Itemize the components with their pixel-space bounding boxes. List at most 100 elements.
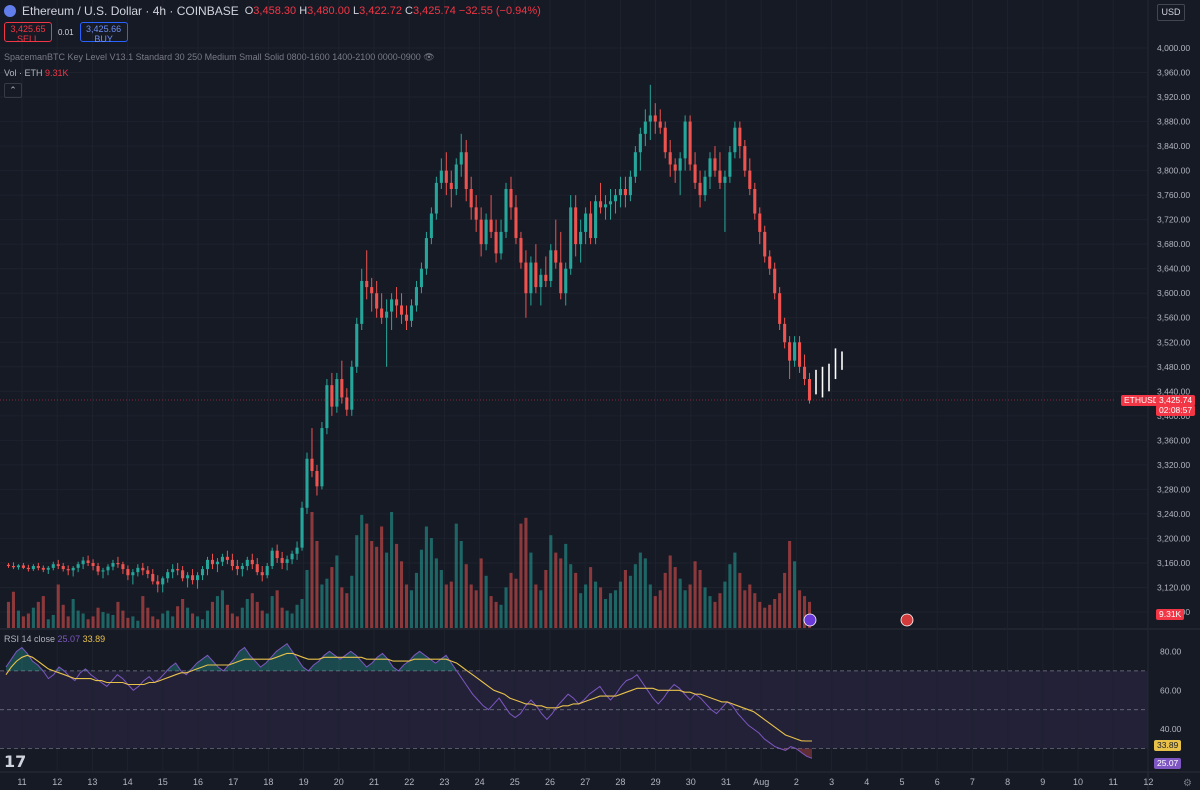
volume-bar xyxy=(315,541,319,628)
candle-body xyxy=(534,262,538,288)
rsi-legend[interactable]: RSI 14 close 25.07 33.89 xyxy=(4,634,105,644)
candle-body xyxy=(56,564,60,567)
rsi-tick-label: 60.00 xyxy=(1160,685,1182,695)
candle-body xyxy=(753,189,757,214)
eye-icon[interactable]: 👁 xyxy=(423,52,435,62)
candle-body xyxy=(335,379,339,407)
volume-bar xyxy=(91,616,95,628)
volume-bar xyxy=(514,578,518,628)
volume-bar xyxy=(11,591,16,628)
tradingview-logo-icon[interactable]: 17 xyxy=(4,752,27,771)
candle-body xyxy=(469,189,473,208)
volume-bar xyxy=(285,610,289,628)
rsi-label: RSI 14 close xyxy=(4,634,56,644)
candle-body xyxy=(345,397,349,410)
volume-bar xyxy=(504,587,508,628)
candle-body xyxy=(783,323,787,343)
gear-icon[interactable]: ⚙ xyxy=(1183,778,1192,789)
us-flag-event-icon[interactable] xyxy=(900,613,914,627)
volume-bar xyxy=(509,572,513,628)
candle-body xyxy=(608,201,613,205)
y-tick-label: 3,920.00 xyxy=(1157,92,1190,102)
volume-bar xyxy=(678,578,682,628)
candle-body xyxy=(658,121,662,128)
candle-body xyxy=(156,581,160,585)
candle-body xyxy=(698,182,702,196)
volume-bar xyxy=(6,601,11,628)
volume-bar xyxy=(728,564,732,628)
candle-body xyxy=(310,458,314,471)
candle-body xyxy=(26,567,30,570)
candle-body xyxy=(106,566,110,571)
volume-bar xyxy=(693,561,697,628)
sell-button[interactable]: 3,425.65 SELL xyxy=(4,22,52,44)
candle-body xyxy=(678,158,682,171)
volume-bar xyxy=(564,543,568,628)
volume-bar xyxy=(116,601,120,628)
volume-bar xyxy=(275,590,279,628)
volume-bar xyxy=(365,523,369,628)
low-label: L xyxy=(353,5,360,17)
symbol-title[interactable]: Ethereum / U.S. Dollar · 4h · COINBASE xyxy=(22,4,239,18)
candle-body xyxy=(569,207,573,269)
x-tick-label: 31 xyxy=(721,777,731,787)
candle-body xyxy=(479,219,483,245)
y-tick-label: 3,600.00 xyxy=(1157,288,1190,298)
x-tick-label: Aug xyxy=(753,777,769,787)
y-tick-label: 3,240.00 xyxy=(1157,509,1190,519)
volume-bar xyxy=(330,567,334,628)
candle-body xyxy=(549,250,553,281)
x-tick-label: 14 xyxy=(123,777,133,787)
volume-bar xyxy=(161,613,165,628)
event-marker-icon[interactable] xyxy=(803,613,817,627)
volume-bars xyxy=(6,512,812,628)
open-value: 3,458.30 xyxy=(253,5,297,17)
volume-value: 9.31K xyxy=(45,68,69,78)
volume-legend[interactable]: Vol · ETH 9.31K xyxy=(4,68,69,78)
candle-body xyxy=(166,572,170,579)
candle-body xyxy=(86,560,90,563)
volume-bar xyxy=(295,604,299,628)
volume-bar xyxy=(196,616,200,628)
currency-button[interactable]: USD xyxy=(1157,4,1185,21)
x-tick-label: 19 xyxy=(299,777,309,787)
y-tick-label: 3,280.00 xyxy=(1157,484,1190,494)
volume-bar xyxy=(623,570,627,628)
candle-body xyxy=(295,547,299,554)
volume-bar xyxy=(464,564,468,628)
change-value: −32.55 (−0.94%) xyxy=(458,5,541,17)
x-tick-label: 30 xyxy=(686,777,696,787)
volume-bar xyxy=(419,549,423,628)
volume-bar xyxy=(668,555,672,628)
volume-bar xyxy=(200,619,205,628)
volume-bar xyxy=(773,599,777,628)
volume-label: Vol · ETH xyxy=(4,68,43,78)
candle-body xyxy=(215,561,219,565)
x-tick-label: 17 xyxy=(228,777,238,787)
chart-header: Ethereum / U.S. Dollar · 4h · COINBASE O… xyxy=(0,0,541,22)
rsi-pane xyxy=(5,642,813,759)
x-tick-label: 15 xyxy=(158,777,168,787)
buy-button[interactable]: 3,425.66 BUY xyxy=(79,22,128,44)
candle-body xyxy=(733,127,737,153)
candle-body xyxy=(464,152,468,189)
rsi-ma-line xyxy=(5,652,812,742)
volume-bar xyxy=(494,601,498,628)
volume-bar xyxy=(36,601,40,628)
rsi-overbought-fill xyxy=(6,643,812,671)
volume-bar xyxy=(280,607,284,628)
candlestick-series xyxy=(6,84,812,593)
chevron-up-icon[interactable]: ⌃ xyxy=(4,83,22,98)
candle-body xyxy=(579,231,583,245)
spread-value: 0.01 xyxy=(58,27,74,37)
volume-bar xyxy=(325,578,329,628)
volume-bar xyxy=(783,572,787,628)
candle-body xyxy=(196,575,200,581)
candle-body xyxy=(51,564,55,568)
volume-bar xyxy=(96,607,100,628)
indicator-legend[interactable]: SpacemanBTC Key Level V13.1 Standard 30 … xyxy=(4,52,435,63)
buy-price: 3,425.66 xyxy=(86,24,122,34)
volume-bar xyxy=(793,561,797,628)
candle-body xyxy=(181,570,185,579)
